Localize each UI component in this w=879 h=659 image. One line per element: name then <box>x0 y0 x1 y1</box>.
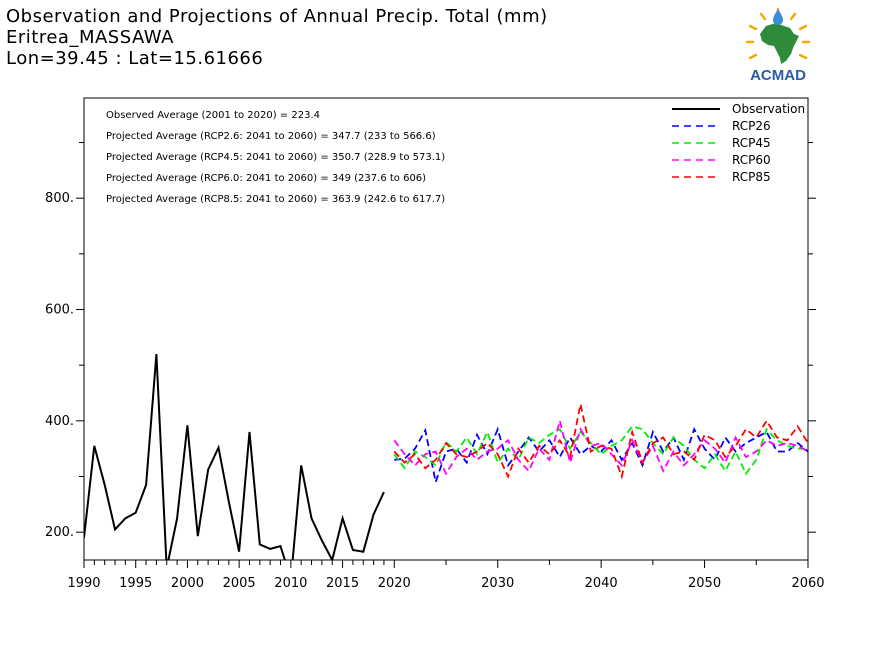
africa-shape-icon <box>760 23 799 64</box>
logo-text: ACMAD <box>750 67 806 84</box>
legend-label: RCP45 <box>732 136 771 150</box>
x-tick-label: 2030 <box>481 576 514 591</box>
legend-label: RCP26 <box>732 119 771 133</box>
annotation-line: Projected Average (RCP4.5: 2041 to 2060)… <box>106 152 445 163</box>
x-axis: 1990 1995 2000 2005 2010 2015 2020 2030 2040 2050… <box>67 560 825 591</box>
series-line-rcp60 <box>393 420 808 476</box>
series-line-observation <box>84 353 385 560</box>
title-block: Observation and Projections of Annual Pr… <box>6 6 548 69</box>
water-drop-icon <box>773 9 783 25</box>
x-tick-label: 2060 <box>791 576 824 591</box>
x-tick-label: 2005 <box>223 576 256 591</box>
x-tick-label: 2010 <box>274 576 307 591</box>
x-tick-label: 1990 <box>67 576 100 591</box>
series-layer <box>84 353 808 560</box>
africa-map-logo: ACMAD <box>745 7 811 84</box>
x-tick-label: 2015 <box>326 576 359 591</box>
location-coords: Lon=39.45 : Lat=15.61666 <box>6 48 264 69</box>
series-line-rcp85 <box>393 403 808 480</box>
y-tick-label: 200. <box>45 525 74 540</box>
location-name: Eritrea_MASSAWA <box>6 27 174 48</box>
x-tick-label: 1995 <box>119 576 152 591</box>
x-tick-label: 2000 <box>171 576 204 591</box>
legend-label: RCP85 <box>732 170 771 184</box>
x-tick-label: 2020 <box>378 576 411 591</box>
y-axis: 200. 400. 600. 800. <box>45 142 816 540</box>
series-line-rcp45 <box>393 425 808 476</box>
chart-title: Observation and Projections of Annual Pr… <box>6 6 548 27</box>
legend: Observation RCP26 RCP45 RCP60 RCP85 <box>672 102 805 184</box>
annotation-line: Projected Average (RCP8.5: 2041 to 2060)… <box>106 194 445 205</box>
x-tick-label: 2050 <box>688 576 721 591</box>
y-tick-label: 400. <box>45 414 74 429</box>
legend-label: Observation <box>732 102 805 116</box>
y-tick-label: 800. <box>45 191 74 206</box>
annotation-line: Observed Average (2001 to 2020) = 223.4 <box>106 110 320 121</box>
annotation-line: Projected Average (RCP2.6: 2041 to 2060)… <box>106 131 436 142</box>
series-line-rcp26 <box>394 426 808 486</box>
x-tick-label: 2040 <box>585 576 618 591</box>
y-tick-label: 600. <box>45 303 74 318</box>
legend-label: RCP60 <box>732 153 771 167</box>
annotations: Observed Average (2001 to 2020) = 223.4 P… <box>106 110 445 205</box>
annotation-line: Projected Average (RCP6.0: 2041 to 2060)… <box>106 173 426 184</box>
